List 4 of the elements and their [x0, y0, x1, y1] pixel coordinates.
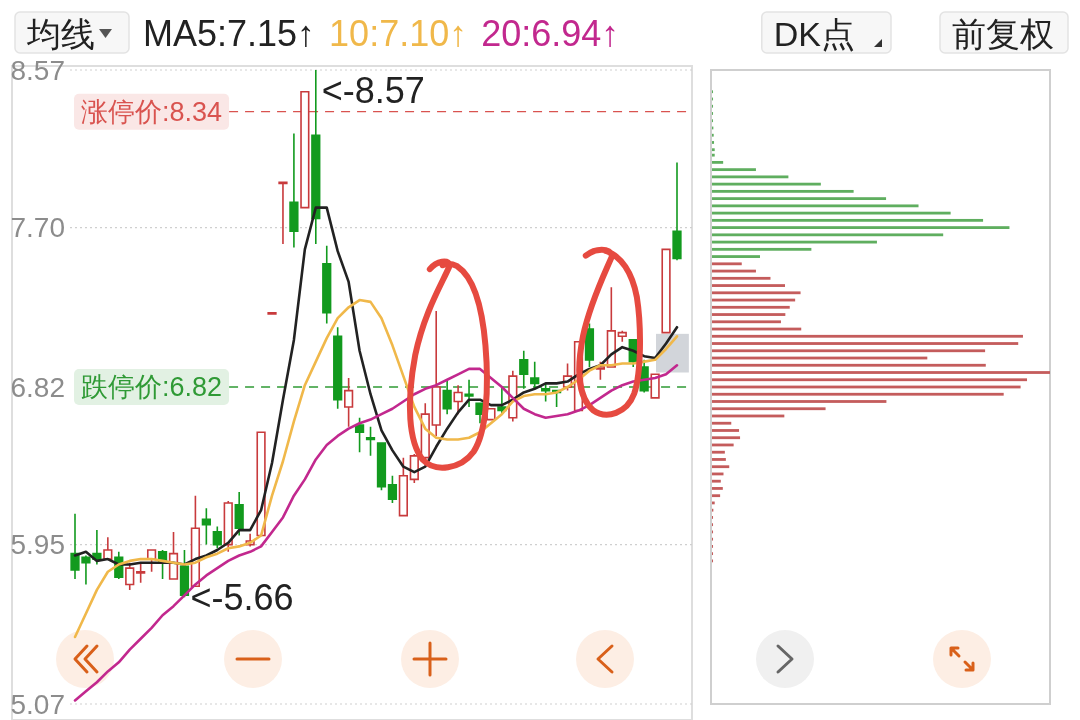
ref-line-label: 跌停价:6.82	[81, 372, 223, 402]
ref-line-label: 涨停价:8.34	[81, 96, 223, 127]
annotation: <-8.57	[321, 69, 425, 111]
annotation: <-5.66	[190, 576, 294, 618]
